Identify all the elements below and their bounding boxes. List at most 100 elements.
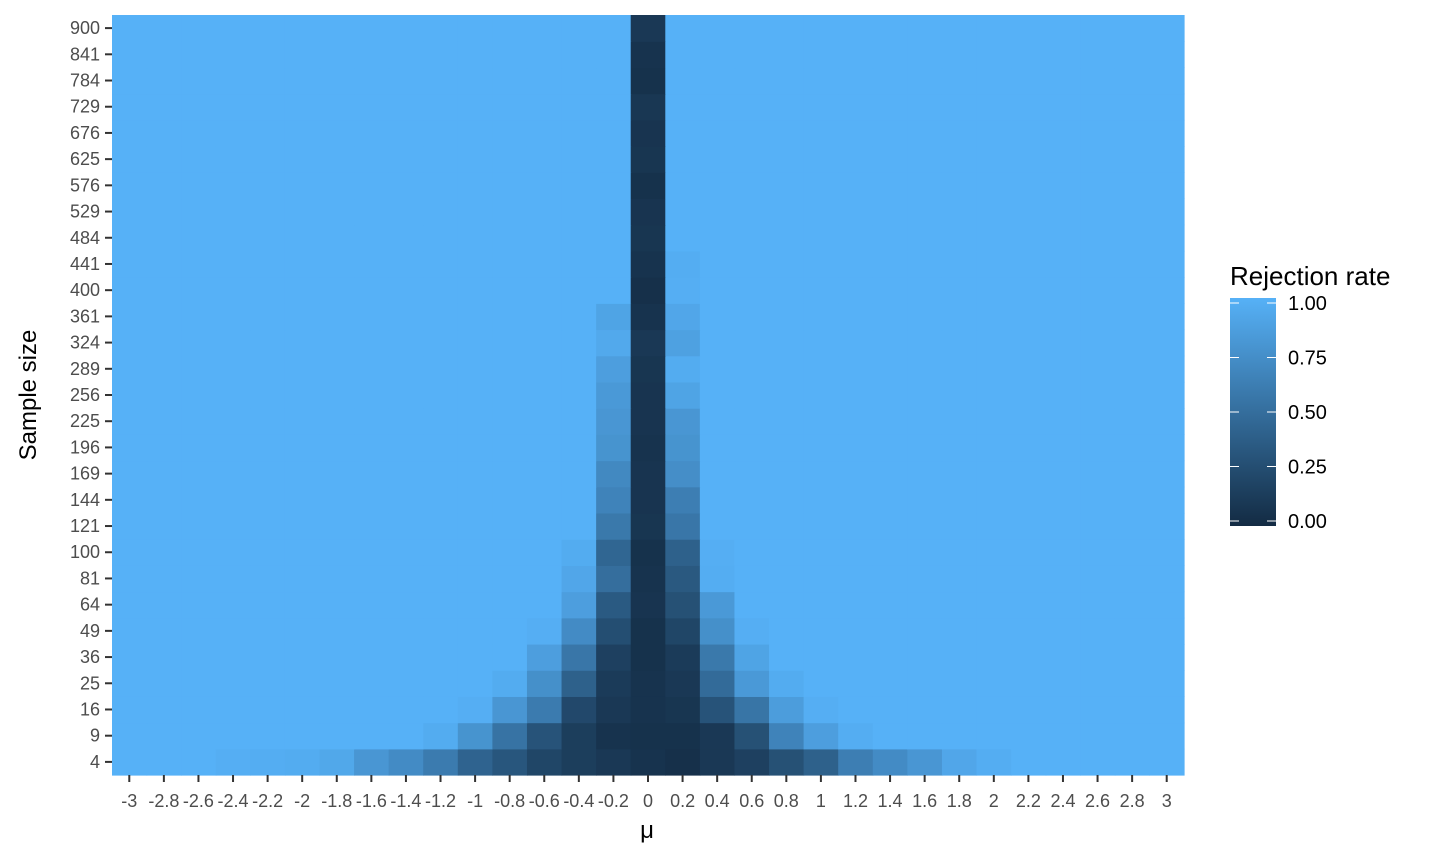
- heatmap-cell: [250, 696, 286, 724]
- heatmap-cell: [250, 434, 286, 462]
- heatmap-cell: [284, 512, 321, 540]
- heatmap-cell: [284, 408, 321, 435]
- heatmap-cell: [457, 381, 493, 409]
- heatmap-cell: [319, 198, 355, 226]
- heatmap-cell: [1149, 355, 1185, 383]
- x-tick-label: 1.2: [843, 791, 868, 811]
- heatmap-cell: [976, 381, 1012, 409]
- heatmap-cell: [1114, 381, 1151, 409]
- heatmap-cell: [734, 696, 770, 724]
- heatmap-cell: [181, 329, 217, 357]
- heatmap-cell: [561, 696, 597, 724]
- x-tick-label: -0.4: [563, 791, 594, 811]
- heatmap-cell: [1045, 198, 1081, 226]
- x-tick-label: -3: [121, 791, 137, 811]
- heatmap-cell: [561, 250, 597, 278]
- heatmap-cell: [699, 748, 736, 776]
- heatmap-cell: [215, 250, 251, 278]
- heatmap-cell: [492, 696, 528, 724]
- heatmap-cell: [457, 434, 493, 462]
- heatmap-cell: [803, 722, 839, 750]
- heatmap-cell: [872, 15, 908, 42]
- heatmap-cell: [1011, 486, 1047, 514]
- heatmap-cell: [630, 172, 666, 200]
- heatmap-cell: [1080, 67, 1116, 95]
- legend-label: 1.00: [1288, 293, 1327, 315]
- heatmap-cell: [181, 670, 217, 697]
- heatmap-cell: [1011, 172, 1047, 200]
- heatmap-cell: [146, 41, 182, 69]
- heatmap-cell: [388, 41, 424, 69]
- heatmap-cell: [838, 696, 874, 724]
- heatmap-cell: [181, 93, 217, 121]
- heatmap-cell: [769, 696, 805, 724]
- heatmap-cell: [146, 539, 182, 566]
- heatmap-cell: [215, 565, 251, 593]
- heatmap-cell: [941, 512, 978, 540]
- heatmap-cell: [423, 41, 459, 69]
- heatmap-cell: [492, 408, 528, 435]
- heatmap-cell: [319, 355, 355, 383]
- heatmap-cell: [146, 329, 182, 357]
- heatmap-cell: [561, 591, 597, 619]
- heatmap-cell: [734, 748, 770, 776]
- heatmap-cell: [1080, 670, 1116, 697]
- x-tick-label: 1: [816, 791, 826, 811]
- heatmap-cell: [596, 250, 632, 278]
- heatmap-cell: [215, 381, 251, 409]
- heatmap-cell: [941, 93, 978, 121]
- heatmap-cell: [907, 512, 943, 540]
- heatmap-cell: [561, 617, 597, 645]
- heatmap-cell: [1149, 617, 1185, 645]
- heatmap-cell: [630, 41, 666, 69]
- heatmap-cell: [941, 591, 978, 619]
- heatmap-cell: [561, 119, 597, 147]
- heatmap-cell: [596, 722, 632, 750]
- heatmap-cell: [181, 224, 217, 252]
- heatmap-cell: [319, 250, 355, 278]
- heatmap-cell: [146, 486, 182, 514]
- heatmap-cell: [561, 748, 597, 776]
- heatmap-cell: [1045, 15, 1081, 42]
- heatmap-cell: [872, 434, 908, 462]
- heatmap-cell: [112, 512, 148, 540]
- heatmap-cell: [354, 617, 390, 645]
- heatmap-cell: [250, 224, 286, 252]
- heatmap-cell: [596, 41, 632, 69]
- heatmap-cell: [976, 591, 1012, 619]
- heatmap-cell: [976, 329, 1012, 357]
- heatmap-cell: [1045, 539, 1081, 566]
- heatmap-cell: [734, 172, 770, 200]
- x-tick-label: 0.6: [739, 791, 764, 811]
- heatmap-cell: [1149, 748, 1185, 776]
- heatmap-cell: [1149, 722, 1185, 750]
- heatmap-cell: [665, 722, 701, 750]
- heatmap-cell: [1080, 172, 1116, 200]
- heatmap-cell: [284, 329, 321, 357]
- heatmap-cell: [492, 277, 528, 304]
- heatmap-cell: [941, 539, 978, 566]
- heatmap-cell: [423, 224, 459, 252]
- heatmap-cell: [1011, 696, 1047, 724]
- heatmap-cell: [1149, 696, 1185, 724]
- heatmap-cell: [630, 670, 666, 697]
- y-tick-label: 100: [70, 542, 100, 562]
- heatmap-cell: [146, 381, 182, 409]
- heatmap-cell: [526, 670, 563, 697]
- heatmap-cell: [1149, 486, 1185, 514]
- heatmap-cell: [1011, 408, 1047, 435]
- heatmap-cell: [526, 722, 563, 750]
- y-tick-label: 64: [80, 595, 100, 615]
- heatmap-cell: [665, 539, 701, 566]
- heatmap-cell: [284, 355, 321, 383]
- heatmap-cell: [1080, 93, 1116, 121]
- heatmap-cell: [388, 381, 424, 409]
- y-tick-label: 841: [70, 44, 100, 64]
- heatmap-cell: [1011, 41, 1047, 69]
- heatmap-cell: [734, 591, 770, 619]
- heatmap-cell: [769, 329, 805, 357]
- heatmap-cell: [250, 617, 286, 645]
- heatmap-cell: [526, 591, 563, 619]
- heatmap-cell: [354, 355, 390, 383]
- heatmap-cell: [526, 434, 563, 462]
